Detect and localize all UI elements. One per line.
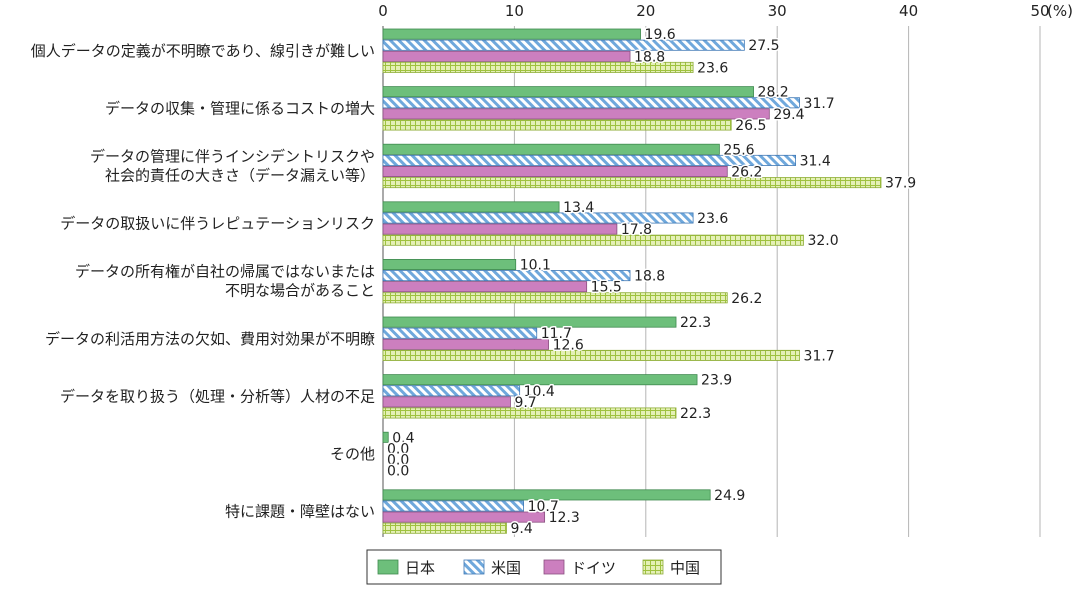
bar-ドイツ-8	[382, 511, 546, 523]
value-label: 26.2	[731, 165, 762, 181]
value-label: 31.7	[804, 96, 835, 112]
x-tick-label: 0	[378, 2, 388, 20]
value-label: 15.5	[591, 280, 622, 296]
bar-ドイツ-0	[382, 50, 631, 62]
bar-日本-4	[382, 258, 517, 270]
x-tick-label: 10	[505, 2, 524, 20]
value-label: 22.3	[680, 315, 711, 331]
bar-日本-5	[382, 316, 677, 328]
bar-ドイツ-5	[382, 338, 549, 350]
value-label: 0.0	[387, 453, 409, 469]
legend-swatch-中国	[642, 559, 664, 575]
x-tick-label: 20	[636, 2, 655, 20]
value-label: 23.6	[697, 211, 728, 227]
bar-中国-8	[382, 522, 507, 534]
bar-米国-2	[382, 154, 796, 166]
legend-label: ドイツ	[571, 559, 616, 577]
bar-ドイツ-6	[382, 396, 511, 408]
bar-中国-6	[382, 407, 677, 419]
category-labels: 個人データの定義が不明瞭であり、線引きが難しいデータの収集・管理に係るコストの増…	[31, 42, 375, 521]
value-label: 12.6	[553, 337, 584, 353]
x-tick-label: 40	[899, 2, 918, 20]
value-label: 17.8	[621, 222, 652, 238]
category-label: データを取り扱う（処理・分析等）人材の不足	[60, 387, 375, 405]
value-label: 0.4	[392, 430, 414, 446]
category-label: データの取扱いに伴うレピュテーションリスク	[60, 215, 375, 233]
category-label: 特に課題・障壁はない	[225, 503, 375, 521]
bar-ドイツ-4	[382, 281, 588, 293]
value-label: 11.7	[541, 326, 572, 342]
category-label: データの管理に伴うインシデントリスクや社会的責任の大きさ（データ漏えい等）	[90, 147, 375, 184]
bar-米国-8	[382, 500, 524, 512]
bar-日本-6	[382, 374, 698, 386]
value-label: 12.3	[549, 510, 580, 526]
bar-米国-0	[382, 39, 745, 51]
bar-中国-3	[382, 234, 804, 246]
value-labels: 19.627.518.823.628.231.729.426.525.631.4…	[386, 26, 918, 539]
value-label: 37.9	[885, 176, 916, 192]
value-label: 10.4	[524, 384, 555, 400]
value-label: 22.3	[680, 406, 711, 422]
value-label: 24.9	[714, 488, 745, 504]
legend-swatch-日本	[377, 559, 399, 575]
bar-米国-1	[382, 97, 800, 109]
bar-日本-2	[382, 143, 720, 155]
bar-米国-6	[382, 385, 521, 397]
bar-日本-3	[382, 201, 560, 213]
x-axis-ticks: 0 10 20 30 40 50(%)	[378, 2, 1073, 20]
value-label: 0.0	[387, 441, 409, 457]
legend-label: 日本	[405, 559, 435, 577]
x-tick-label: 30	[768, 2, 787, 20]
value-label: 18.8	[634, 49, 665, 65]
bar-ドイツ-1	[382, 108, 770, 120]
value-label: 0.0	[387, 464, 409, 480]
value-label: 29.4	[773, 107, 804, 123]
legend: 日本 米国 ドイツ 中国	[366, 549, 722, 585]
value-label: 23.9	[701, 373, 732, 389]
bar-米国-5	[382, 327, 538, 339]
value-label: 28.2	[758, 85, 789, 101]
category-label: データの収集・管理に係るコストの増大	[105, 99, 375, 117]
bar-ドイツ-3	[382, 223, 618, 235]
bar-米国-3	[382, 212, 694, 224]
legend-swatch-米国	[463, 559, 485, 575]
category-label: データの利活用方法の欠如、費用対効果が不明瞭	[45, 330, 375, 348]
x-tick-label: 50	[1030, 2, 1049, 20]
unit-label: (%)	[1047, 2, 1073, 20]
category-label: 個人データの定義が不明瞭であり、線引きが難しい	[31, 42, 375, 60]
value-label: 26.2	[731, 291, 762, 307]
bar-日本-1	[382, 86, 754, 98]
value-label: 10.1	[520, 258, 551, 274]
bar-米国-4	[382, 270, 631, 282]
legend-label: 中国	[670, 559, 700, 577]
bar-中国-2	[382, 177, 882, 189]
value-label: 31.4	[800, 153, 831, 169]
bar-中国-1	[382, 119, 732, 131]
value-label: 19.6	[645, 27, 676, 43]
bar-ドイツ-2	[382, 165, 728, 177]
value-label: 9.7	[514, 395, 536, 411]
category-label: データの所有権が自社の帰属ではないまたは不明な場合があること	[75, 263, 375, 300]
value-label: 10.7	[528, 499, 559, 515]
bars	[382, 28, 882, 534]
legend-label: 米国	[491, 559, 521, 577]
legend-swatch-ドイツ	[543, 559, 565, 575]
value-label: 31.7	[804, 348, 835, 364]
value-label: 23.6	[697, 60, 728, 76]
bar-中国-0	[382, 61, 694, 73]
bar-日本-8	[382, 489, 711, 501]
value-label: 9.4	[511, 521, 533, 537]
bar-日本-7	[382, 431, 389, 443]
value-label: 27.5	[748, 38, 779, 54]
value-label: 32.0	[807, 233, 838, 249]
value-label: 18.8	[634, 269, 665, 285]
value-label: 13.4	[563, 200, 594, 216]
category-label: その他	[330, 445, 375, 463]
value-label: 25.6	[723, 142, 754, 158]
value-label: 26.5	[735, 118, 766, 134]
bar-日本-0	[382, 28, 641, 40]
bar-中国-5	[382, 349, 800, 361]
bar-中国-4	[382, 292, 728, 304]
